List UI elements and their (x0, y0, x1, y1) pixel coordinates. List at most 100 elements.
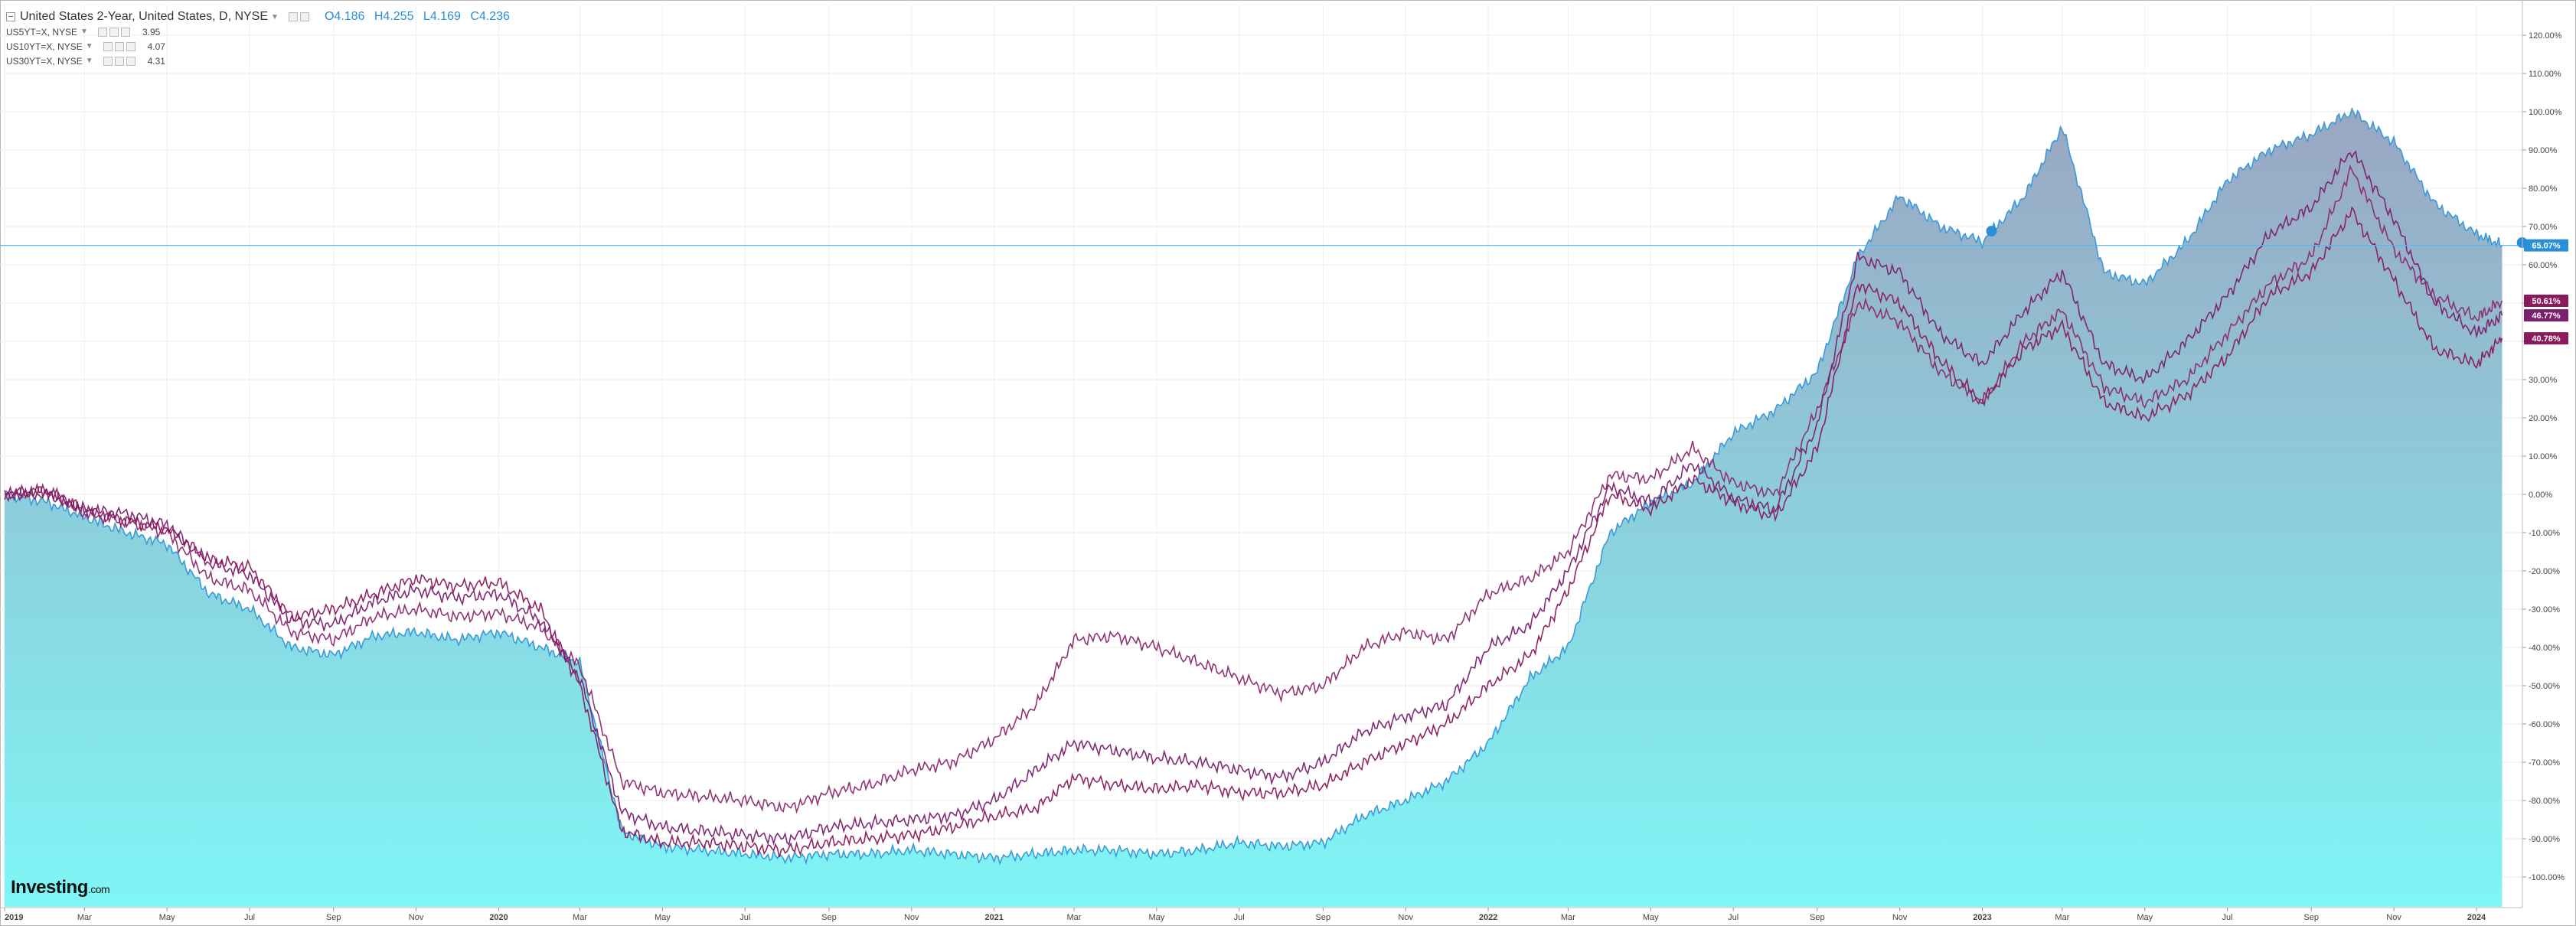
chevron-down-icon[interactable]: ▼ (85, 57, 93, 65)
price-badge: 40.78% (2524, 332, 2568, 345)
close-icon[interactable] (126, 41, 135, 51)
price-badge-bg (2524, 309, 2568, 322)
series-line-us30yt-x-nyse[interactable] (4, 206, 2503, 858)
overlay-value: 3.95 (142, 26, 161, 37)
x-tick-label: Nov (2386, 913, 2401, 922)
y-tick-label: -30.00% (2529, 605, 2560, 615)
close-icon[interactable] (126, 56, 135, 66)
settings-icon[interactable] (114, 41, 124, 51)
chevron-down-icon[interactable]: ▼ (271, 12, 279, 21)
x-tick-label: Mar (1066, 913, 1081, 922)
x-tick-label: 2022 (1479, 913, 1497, 922)
current-value-layer (0, 226, 2528, 248)
x-tick-label: Nov (904, 913, 919, 922)
y-tick-label: 30.00% (2529, 376, 2558, 385)
overlay-value: 4.31 (147, 55, 165, 67)
x-tick-label: Mar (573, 913, 587, 922)
ohlc-close: C4.236 (470, 10, 510, 23)
price-badge-label: 40.78% (2532, 334, 2561, 344)
chevron-down-icon[interactable]: ▼ (85, 42, 93, 51)
series-area-united-states-2-year (5, 109, 2503, 907)
price-badge-bg (2524, 294, 2568, 307)
x-tick-label: May (2137, 913, 2153, 922)
x-tick-label: Mar (77, 913, 92, 922)
price-badge-label: 65.07% (2532, 242, 2561, 251)
x-tick-label: May (1643, 913, 1659, 922)
overlay-legend-us30y[interactable]: US30YT=X, NYSE ▼ 4.31 (6, 54, 510, 68)
y-tick-label: -40.00% (2529, 644, 2560, 653)
price-badge-bg (2524, 332, 2568, 345)
x-tick-label: Jul (2222, 913, 2233, 922)
price-badge: 46.77% (2524, 309, 2568, 322)
event-marker-icon[interactable] (1986, 226, 1997, 236)
chart-title: United States 2-Year, United States, D, … (20, 10, 269, 23)
y-tick-label: -70.00% (2529, 758, 2560, 768)
overlay-legend-us5y[interactable]: US5YT=X, NYSE ▼ 3.95 (6, 24, 510, 39)
series-line-us5yt-x-nyse[interactable] (4, 164, 2503, 814)
ohlc-high: H4.255 (374, 10, 414, 23)
x-tick-label: 2021 (984, 913, 1003, 922)
x-tick-label: Sep (1316, 913, 1331, 922)
series-line-united-states-2-year[interactable] (4, 106, 2503, 866)
price-badge: 50.61% (2524, 294, 2568, 307)
x-axis[interactable]: 2019 Mar May Jul Sep Nov 2020 Mar May Jul Sep Nov 20… (0, 907, 2522, 922)
y-tick-label: 0.00% (2529, 491, 2552, 500)
price-badge-label: 50.61% (2532, 297, 2561, 306)
x-tick-label: Mar (1561, 913, 1575, 922)
price-badge-label: 46.77% (2532, 311, 2561, 321)
x-tick-label: 2024 (2467, 913, 2486, 922)
series-area-layer (4, 106, 2503, 907)
price-badge: 65.07% (2524, 239, 2568, 252)
x-tick-label: Sep (821, 913, 837, 922)
collapse-legend-icon[interactable] (6, 12, 15, 21)
overlay-tool-buttons (96, 27, 130, 37)
close-icon[interactable] (120, 27, 130, 37)
x-tick-label: Nov (1398, 913, 1413, 922)
overlay-tool-buttons (101, 41, 135, 51)
logo-brand: Investing (11, 877, 88, 898)
settings-icon[interactable] (109, 27, 119, 37)
y-tick-label: -100.00% (2529, 873, 2565, 882)
x-tick-label: Jul (244, 913, 255, 922)
y-tick-label: 90.00% (2529, 146, 2558, 155)
main-series-legend[interactable]: United States 2-Year, United States, D, … (6, 9, 510, 24)
overlay-legend-us10y[interactable]: US10YT=X, NYSE ▼ 4.07 (6, 39, 510, 54)
y-axis[interactable]: 120.00% 110.00% 100.00% 90.00% 80.00% 70.00% 6… (2522, 0, 2565, 908)
series-line-us10yt-x-nyse[interactable] (4, 150, 2503, 846)
x-tick-label: Mar (2055, 913, 2069, 922)
series-tool-buttons (286, 12, 309, 21)
x-tick-label: 2019 (5, 913, 23, 922)
y-tick-label: 20.00% (2529, 414, 2558, 423)
settings-icon[interactable] (114, 56, 124, 66)
eye-icon[interactable] (288, 12, 298, 21)
overlay-name: US5YT=X, NYSE (6, 26, 78, 37)
overlay-value: 4.07 (147, 41, 165, 52)
investing-logo: Investing.com (11, 877, 110, 898)
x-tick-label: Jul (739, 913, 750, 922)
x-tick-label: Nov (1892, 913, 1908, 922)
eye-icon[interactable] (103, 41, 113, 51)
chart-legend: United States 2-Year, United States, D, … (6, 9, 510, 68)
y-tick-label: 60.00% (2529, 261, 2558, 270)
eye-icon[interactable] (97, 27, 107, 37)
y-tick-label: 100.00% (2529, 108, 2562, 117)
x-tick-label: May (1148, 913, 1164, 922)
close-icon[interactable] (299, 12, 309, 21)
overlay-tool-buttons (101, 56, 135, 66)
x-tick-label: May (159, 913, 175, 922)
x-tick-label: 2023 (1973, 913, 1991, 922)
x-tick-label: Sep (326, 913, 341, 922)
y-tick-label: -10.00% (2529, 529, 2560, 538)
logo-suffix: .com (87, 883, 110, 895)
x-tick-label: Sep (2303, 913, 2319, 922)
y-tick-label: -90.00% (2529, 835, 2560, 844)
eye-icon[interactable] (103, 56, 113, 66)
price-badge-bg (2524, 239, 2568, 252)
chevron-down-icon[interactable]: ▼ (80, 28, 88, 36)
x-tick-label: 2020 (489, 913, 508, 922)
y-tick-label: -20.00% (2529, 567, 2560, 576)
x-tick-label: Sep (1810, 913, 1825, 922)
x-tick-label: Nov (409, 913, 424, 922)
ohlc-values: O4.186 H4.255 L4.169 C4.236 (318, 10, 510, 24)
